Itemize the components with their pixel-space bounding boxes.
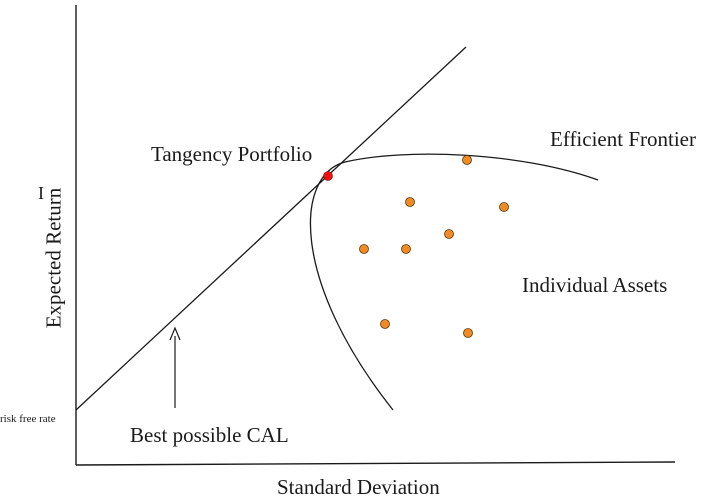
asset-point [462,155,472,165]
cal-arrow-head [169,326,181,341]
asset-point [359,244,369,254]
x-axis-line [75,461,676,466]
individual-assets-label: Individual Assets [522,273,668,297]
cal-label: Best possible CAL [130,423,289,447]
asset-point [444,229,454,239]
tangency-portfolio-point [323,171,333,181]
asset-point [380,319,390,329]
efficient-frontier-curve [309,153,599,411]
asset-point [405,197,415,207]
risk-free-rate-label: risk free rate [0,413,56,425]
y-axis-label: Expected Return [41,187,66,329]
individual-assets [359,155,509,338]
asset-point [499,202,509,212]
cal-line [75,46,467,411]
stray-mark: I [38,183,44,203]
asset-point [401,244,411,254]
tangency-portfolio-label: Tangency Portfolio [151,142,313,166]
x-axis-label: Standard Deviation [277,475,440,499]
asset-point [463,328,473,338]
efficient-frontier-label: Efficient Frontier [550,127,696,151]
